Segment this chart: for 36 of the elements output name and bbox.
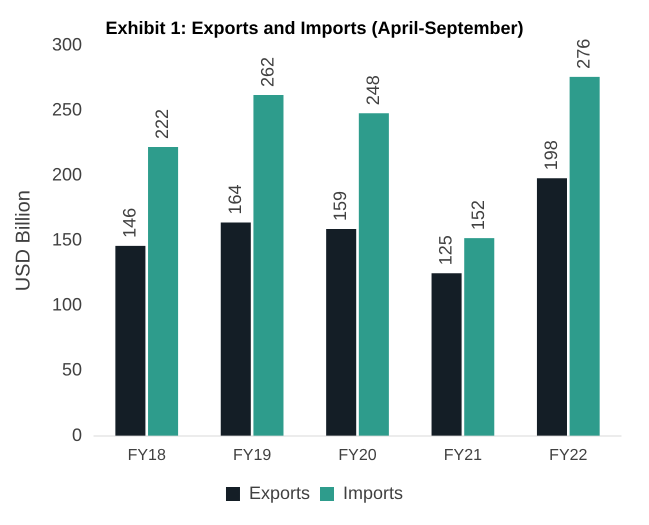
data-label: 146 xyxy=(119,208,140,238)
y-tick-label: 50 xyxy=(62,360,82,380)
data-label: 152 xyxy=(468,200,488,230)
bar xyxy=(464,238,494,436)
bar xyxy=(115,246,146,436)
bar xyxy=(253,95,284,436)
data-label: 125 xyxy=(436,235,456,266)
data-label: 222 xyxy=(152,109,172,140)
data-label: 262 xyxy=(257,56,278,88)
data-label: 276 xyxy=(574,38,594,69)
bar xyxy=(326,228,356,436)
x-tick-label: FY22 xyxy=(549,446,588,464)
y-tick-label: 250 xyxy=(52,100,82,120)
chart-title: Exhibit 1: Exports and Imports (April-September) xyxy=(105,18,524,38)
y-tick-label: 100 xyxy=(52,294,82,315)
legend-label: Exports xyxy=(248,482,310,503)
y-tick-label: 300 xyxy=(52,34,82,55)
bar xyxy=(432,273,462,436)
bar xyxy=(358,113,389,436)
data-label: 198 xyxy=(540,140,561,170)
y-tick-label: 0 xyxy=(72,424,82,445)
data-label: 248 xyxy=(362,75,383,106)
bar xyxy=(220,222,251,436)
y-tick-label: 200 xyxy=(52,164,82,185)
x-tick-label: FY21 xyxy=(444,446,482,464)
data-label: 159 xyxy=(330,190,350,221)
x-tick-label: FY19 xyxy=(233,446,272,464)
x-tick-label: FY20 xyxy=(338,446,377,464)
y-axis-title: USD Billion xyxy=(12,190,35,292)
y-tick-label: 150 xyxy=(52,230,82,250)
bar xyxy=(148,147,178,436)
x-tick-label: FY18 xyxy=(128,446,166,464)
data-label: 164 xyxy=(224,184,245,214)
legend-label: Imports xyxy=(343,482,404,503)
bar xyxy=(570,76,600,436)
bar xyxy=(536,178,567,436)
